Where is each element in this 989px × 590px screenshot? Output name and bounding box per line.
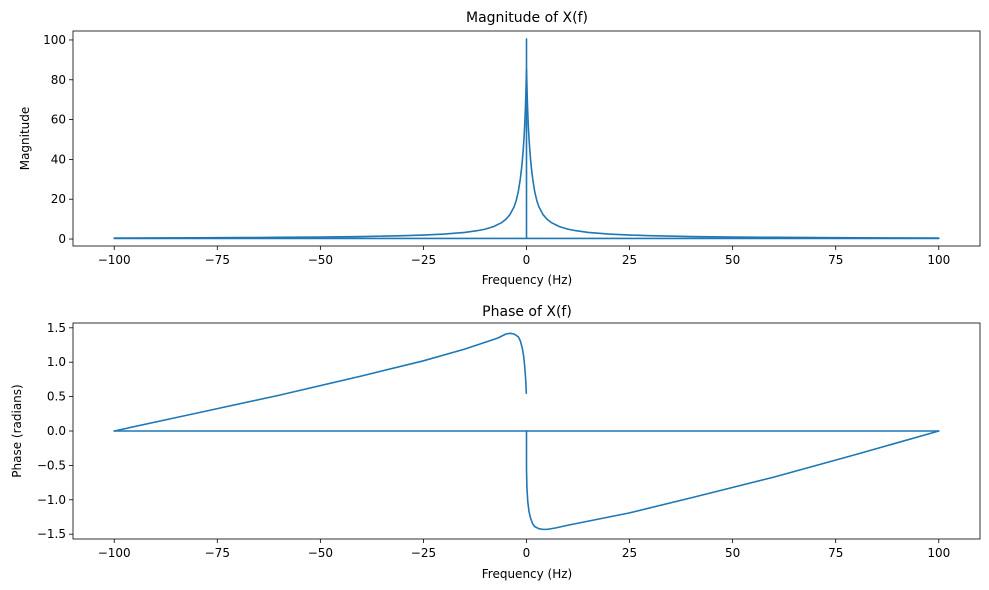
magnitude-ytick-label: 40 — [51, 152, 66, 166]
magnitude-xtick-label: 25 — [622, 253, 637, 267]
magnitude-ytick-label: 100 — [43, 33, 66, 47]
phase-series-line-3 — [525, 430, 940, 531]
magnitude-xtick-label: 100 — [927, 253, 950, 267]
magnitude-title: Magnitude of X(f) — [466, 10, 588, 26]
phase-xtick-label: −25 — [411, 546, 436, 560]
magnitude-ytick-label: 60 — [51, 113, 66, 127]
magnitude-ytick-label: 80 — [51, 73, 66, 87]
magnitude-xtick-label: 50 — [725, 253, 740, 267]
phase-plot-area — [113, 332, 940, 531]
phase-ytick-label: −1.0 — [37, 493, 66, 507]
magnitude-ylabel: Magnitude — [18, 107, 32, 171]
magnitude-series-line-2 — [113, 38, 940, 240]
phase-subplot: Phase of X(f) Frequency (Hz) Phase (radi… — [10, 304, 981, 581]
phase-ytick-label: 0.0 — [47, 424, 66, 438]
phase-xlabel: Frequency (Hz) — [482, 567, 573, 581]
phase-ytick-label: −1.5 — [37, 527, 66, 541]
phase-ytick-label: 1.0 — [47, 355, 66, 369]
phase-xtick-label: −50 — [308, 546, 333, 560]
magnitude-xtick-label: −25 — [411, 253, 436, 267]
phase-ytick-label: 1.5 — [47, 321, 66, 335]
magnitude-xtick-label: 0 — [523, 253, 531, 267]
phase-xtick-label: 50 — [725, 546, 740, 560]
phase-ylabel: Phase (radians) — [10, 384, 24, 477]
magnitude-plot-area — [113, 38, 940, 240]
phase-title: Phase of X(f) — [482, 304, 572, 320]
magnitude-ytick-label: 20 — [51, 192, 66, 206]
magnitude-xtick-label: −75 — [205, 253, 230, 267]
magnitude-xtick-label: −100 — [98, 253, 131, 267]
magnitude-subplot: Magnitude of X(f) Frequency (Hz) Magnitu… — [18, 10, 981, 287]
phase-series-line-1 — [113, 332, 528, 432]
magnitude-ytick-label: 0 — [58, 232, 66, 246]
phase-xtick-label: 100 — [927, 546, 950, 560]
magnitude-xlabel: Frequency (Hz) — [482, 273, 573, 287]
phase-ytick-label: −0.5 — [37, 458, 66, 472]
phase-ytick-label: 0.5 — [47, 390, 66, 404]
phase-xtick-label: 0 — [523, 546, 531, 560]
phase-xtick-label: −100 — [98, 546, 131, 560]
phase-xtick-label: −75 — [205, 546, 230, 560]
phase-xtick-label: 75 — [828, 546, 843, 560]
phase-xtick-label: 25 — [622, 546, 637, 560]
magnitude-xtick-label: 75 — [828, 253, 843, 267]
magnitude-xtick-label: −50 — [308, 253, 333, 267]
